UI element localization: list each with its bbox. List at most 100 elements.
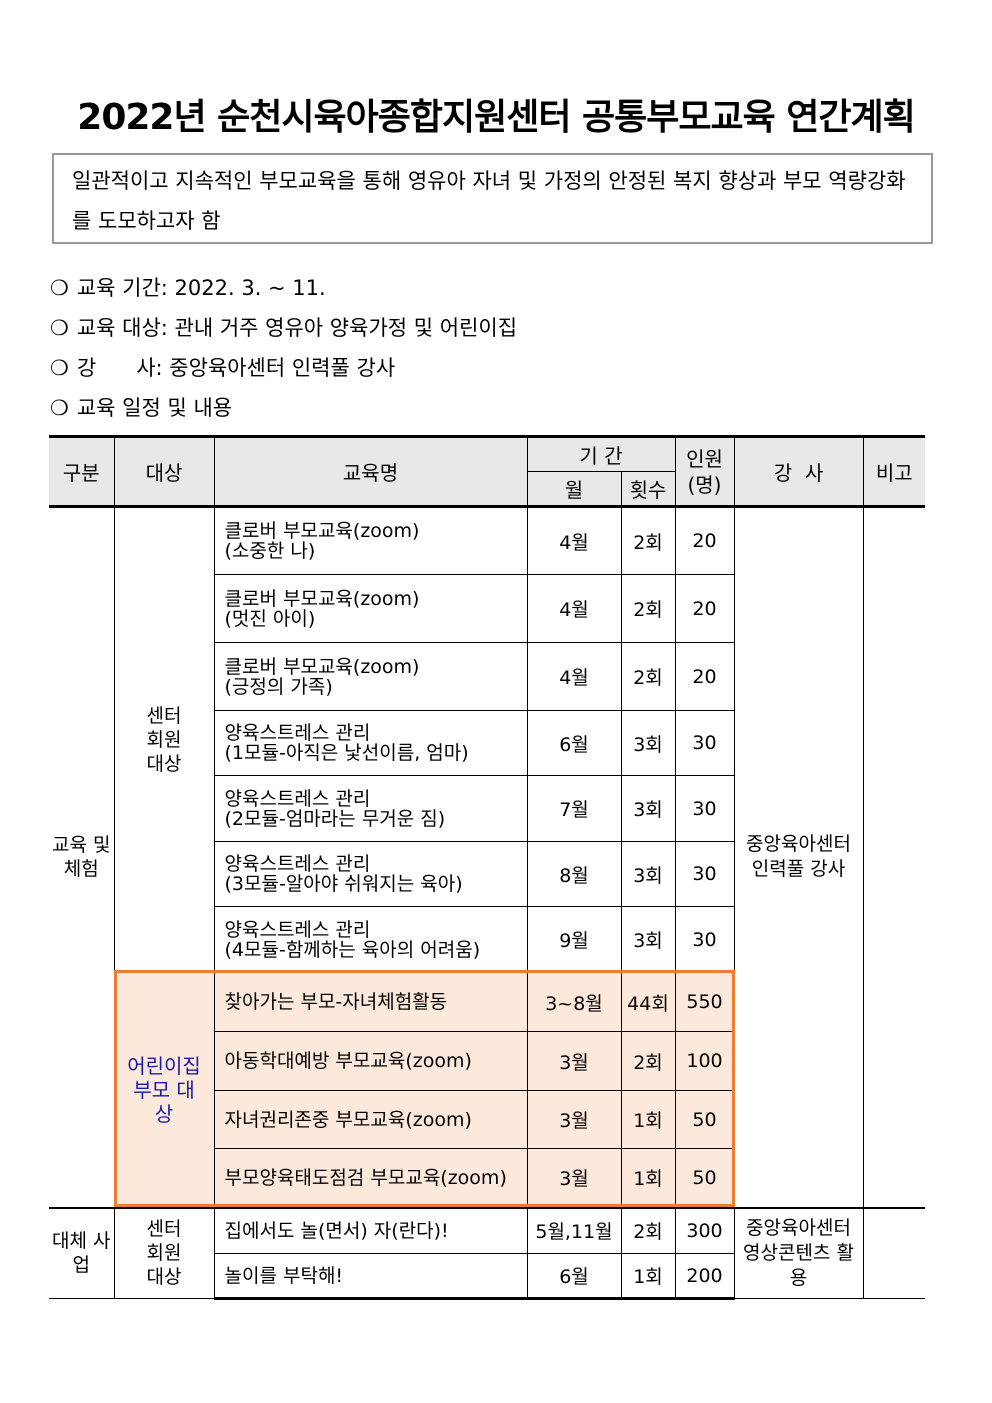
month-cell: 9월 — [526, 906, 622, 973]
people-cell: 30 — [674, 841, 735, 907]
program-name: 양육스트레스 관리 — [224, 722, 371, 744]
program-name: 양육스트레스 관리 — [224, 853, 371, 875]
table-row: 교육 및 체험 센터 회원 대상 클로버 부모교육(zoom) (소중한 나) 4월 2회… — [49, 506, 925, 1208]
bullet-icon: ❍ — [50, 396, 69, 420]
month-cell: 3~8월 — [526, 972, 622, 1032]
month-cell: 3월 — [526, 1031, 622, 1091]
program-name-cell: 양육스트레스 관리 (2모듈-엄마라는 무거운 짐) — [213, 775, 528, 842]
month-cell: 4월 — [526, 642, 622, 711]
info-text: 교육 일정 및 내용 — [76, 396, 233, 420]
count-cell: 1회 — [620, 1148, 676, 1208]
info-period: ❍ 교육 기간: 2022. 3. ~ 11. — [50, 272, 334, 302]
people-cell: 200 — [674, 1253, 735, 1300]
people-cell: 20 — [674, 574, 735, 643]
count-cell: 2회 — [620, 506, 676, 575]
count-cell: 2회 — [620, 1031, 676, 1091]
header-count: 횟수 — [620, 471, 676, 508]
program-name-cell: 자녀권리존중 부모교육(zoom) — [213, 1090, 528, 1149]
info-text: 교육 대상: 관내 거주 영유아 양육가정 및 어린이집 — [76, 316, 518, 340]
people-cell: 50 — [674, 1148, 735, 1208]
page-title: 2022년 순천시육아종합지원센터 공통부모교육 연간계획 — [77, 97, 915, 138]
program-subtitle: (3모듈-알아야 쉬워지는 육아) — [224, 873, 463, 895]
instructor-cell: 중앙육아센터 영상콘텐츠 활용 — [733, 1206, 864, 1299]
target-cell: 센터 회원 대상 — [113, 506, 215, 973]
program-subtitle: (소중한 나) — [224, 540, 316, 562]
people-cell: 30 — [674, 906, 735, 973]
info-text: 교육 기간: 2022. 3. ~ 11. — [76, 276, 326, 300]
program-name-cell: 찾아가는 부모-자녀체험활동 — [213, 972, 528, 1032]
category-cell: 대체 사업 — [49, 1206, 115, 1299]
info-instructor: ❍ 강 사: 중앙육아센터 인력풀 강사 — [50, 352, 403, 382]
target-cell: 어린이집 부모 대상 — [113, 972, 215, 1208]
note-cell — [862, 1206, 925, 1299]
count-cell: 3회 — [620, 710, 676, 776]
info-target: ❍ 교육 대상: 관내 거주 영유아 양육가정 및 어린이집 — [50, 312, 525, 342]
table-row: 아동학대예방 부모교육(zoom) 3월 2회 100 — [49, 1031, 925, 1091]
month-cell: 4월 — [526, 574, 622, 643]
header-instructor: 강 사 — [733, 435, 864, 508]
month-cell: 4월 — [526, 506, 622, 575]
count-cell: 3회 — [620, 841, 676, 907]
program-name-cell: 부모양육태도점검 부모교육(zoom) — [213, 1148, 528, 1208]
table-row: 자녀권리존중 부모교육(zoom) 3월 1회 50 — [49, 1090, 925, 1149]
program-name-cell: 양육스트레스 관리 (4모듈-함께하는 육아의 어려움) — [213, 906, 528, 973]
header-note: 비고 — [862, 435, 925, 508]
program-subtitle: (2모듈-엄마라는 무거운 짐) — [224, 807, 446, 830]
header-month: 월 — [526, 471, 622, 508]
program-name-cell: 집에서도 놀(면서) 자(란다)! — [213, 1206, 528, 1254]
header-people: 인원(명) — [674, 435, 735, 508]
count-cell: 1회 — [620, 1090, 676, 1149]
table-row: 대체 사업 센터 회원 대상 집에서도 놀(면서) 자(란다)! 5월,11월 2회 30… — [49, 1206, 925, 1299]
table-row: 클로버 부모교육(zoom) (긍정의 가족) 4월 2회 20 — [49, 642, 925, 711]
header-name: 교육명 — [213, 435, 528, 508]
people-cell: 30 — [674, 710, 735, 776]
category-cell: 교육 및 체험 — [49, 506, 115, 1208]
people-cell: 100 — [674, 1031, 735, 1091]
program-name-cell: 클로버 부모교육(zoom) (긍정의 가족) — [213, 642, 528, 711]
program-name: 놀이를 부탁해! — [224, 1264, 344, 1287]
program-name: 찾아가는 부모-자녀체험활동 — [224, 991, 448, 1013]
people-cell: 20 — [674, 642, 735, 711]
program-name-cell: 놀이를 부탁해! — [213, 1253, 528, 1300]
target-cell: 센터 회원 대상 — [113, 1206, 215, 1299]
bullet-icon: ❍ — [50, 316, 69, 340]
table-row: 어린이집 부모 대상 찾아가는 부모-자녀체험활동 3~8월 44회 550 — [49, 972, 925, 1208]
table-row: 놀이를 부탁해! 6월 1회 200 — [49, 1253, 925, 1300]
program-subtitle: (멋진 아이) — [224, 607, 316, 630]
month-cell: 8월 — [526, 841, 622, 907]
program-name: 클로버 부모교육(zoom) — [224, 587, 420, 610]
people-cell: 30 — [674, 775, 735, 842]
count-cell: 2회 — [620, 574, 676, 643]
people-cell: 20 — [674, 506, 735, 575]
info-text: 강 사: 중앙육아센터 인력풀 강사 — [76, 356, 396, 380]
program-name: 아동학대예방 부모교육(zoom) — [224, 1050, 472, 1072]
program-subtitle: (4모듈-함께하는 육아의 어려움) — [224, 938, 481, 961]
header-category: 구분 — [49, 435, 115, 508]
bullet-icon: ❍ — [50, 356, 69, 380]
people-cell: 50 — [674, 1090, 735, 1149]
month-cell: 7월 — [526, 775, 622, 842]
table-row: 양육스트레스 관리 (4모듈-함께하는 육아의 어려움) 9월 3회 30 — [49, 906, 925, 973]
program-name-cell: 클로버 부모교육(zoom) (소중한 나) — [213, 506, 528, 575]
count-cell: 44회 — [620, 972, 676, 1032]
program-name-cell: 양육스트레스 관리 (1모듈-아직은 낯선이름, 엄마) — [213, 710, 528, 776]
purpose-box: 일관적이고 지속적인 부모교육을 통해 영유아 자녀 및 가정의 안정된 복지 … — [52, 153, 933, 244]
note-cell — [862, 506, 925, 1208]
program-subtitle: (1모듈-아직은 낯선이름, 엄마) — [224, 742, 469, 764]
program-name-cell: 클로버 부모교육(zoom) (멋진 아이) — [213, 574, 528, 643]
table-row: 양육스트레스 관리 (2모듈-엄마라는 무거운 짐) 7월 3회 30 — [49, 775, 925, 842]
program-name: 부모양육태도점검 부모교육(zoom) — [224, 1166, 507, 1189]
header-period: 기 간 — [526, 435, 676, 472]
program-name-cell: 아동학대예방 부모교육(zoom) — [213, 1031, 528, 1091]
header-target: 대상 — [113, 435, 215, 508]
program-subtitle: (긍정의 가족) — [224, 675, 333, 698]
program-name: 클로버 부모교육(zoom) — [224, 655, 420, 678]
bullet-icon: ❍ — [50, 276, 69, 300]
month-cell: 3월 — [526, 1090, 622, 1149]
program-name: 클로버 부모교육(zoom) — [224, 520, 420, 542]
schedule-table: 구분 대상 교육명 기 간 인원(명) 강 사 비고 월 횟수 교육 및 체험 센… — [49, 435, 925, 1300]
info-schedule: ❍ 교육 일정 및 내용 — [50, 392, 240, 422]
month-cell: 3월 — [526, 1148, 622, 1208]
count-cell: 3회 — [620, 906, 676, 973]
count-cell: 2회 — [620, 642, 676, 711]
